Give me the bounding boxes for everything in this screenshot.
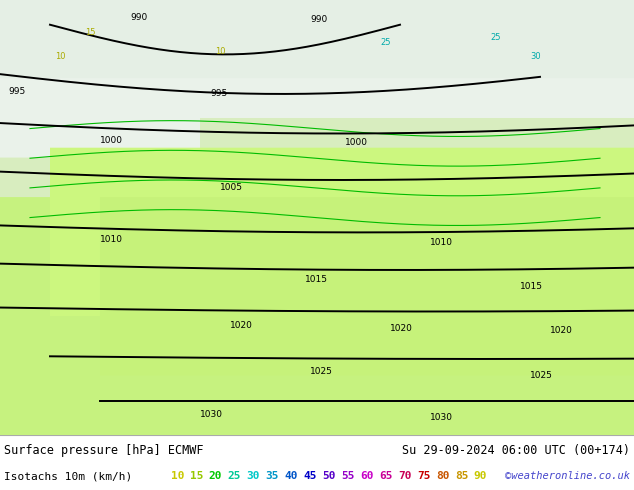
Text: 995: 995	[8, 87, 25, 96]
Text: 25: 25	[380, 38, 391, 47]
Text: 75: 75	[417, 471, 430, 481]
Text: 1010: 1010	[100, 235, 123, 245]
Text: 1030: 1030	[430, 413, 453, 422]
Text: 10: 10	[55, 52, 65, 61]
Text: 990: 990	[310, 15, 327, 24]
Text: 1020: 1020	[390, 324, 413, 333]
Text: 1010: 1010	[430, 238, 453, 247]
Text: 80: 80	[436, 471, 450, 481]
Text: 1030: 1030	[200, 410, 223, 419]
Text: 35: 35	[266, 471, 279, 481]
Text: 60: 60	[360, 471, 373, 481]
Text: 55: 55	[341, 471, 354, 481]
Text: ©weatheronline.co.uk: ©weatheronline.co.uk	[505, 471, 630, 481]
Text: 10: 10	[215, 48, 226, 56]
Text: 25: 25	[228, 471, 241, 481]
Text: 15: 15	[190, 471, 203, 481]
Text: 1020: 1020	[550, 326, 573, 335]
Text: 65: 65	[379, 471, 392, 481]
Text: 70: 70	[398, 471, 411, 481]
Text: 50: 50	[322, 471, 336, 481]
Text: 1005: 1005	[220, 183, 243, 192]
Text: Su 29-09-2024 06:00 UTC (00+174): Su 29-09-2024 06:00 UTC (00+174)	[402, 443, 630, 457]
Text: 1000: 1000	[345, 138, 368, 147]
Text: 10: 10	[171, 471, 184, 481]
Text: Surface pressure [hPa] ECMWF: Surface pressure [hPa] ECMWF	[4, 443, 204, 457]
Text: 1015: 1015	[305, 275, 328, 284]
Text: 30: 30	[247, 471, 260, 481]
Text: 995: 995	[210, 89, 227, 98]
Text: 1020: 1020	[230, 321, 253, 330]
Text: 20: 20	[209, 471, 222, 481]
Text: 25: 25	[490, 32, 500, 42]
Text: Isotachs 10m (km/h): Isotachs 10m (km/h)	[4, 471, 133, 481]
Text: 90: 90	[474, 471, 488, 481]
Text: 45: 45	[303, 471, 317, 481]
Text: 1025: 1025	[310, 367, 333, 376]
Text: 990: 990	[130, 13, 147, 22]
Text: 30: 30	[530, 52, 541, 61]
Text: 1025: 1025	[530, 371, 553, 380]
Text: 40: 40	[285, 471, 298, 481]
Text: 85: 85	[455, 471, 469, 481]
Text: 15: 15	[85, 27, 96, 37]
Text: 1015: 1015	[520, 282, 543, 291]
Text: 1000: 1000	[100, 136, 123, 146]
